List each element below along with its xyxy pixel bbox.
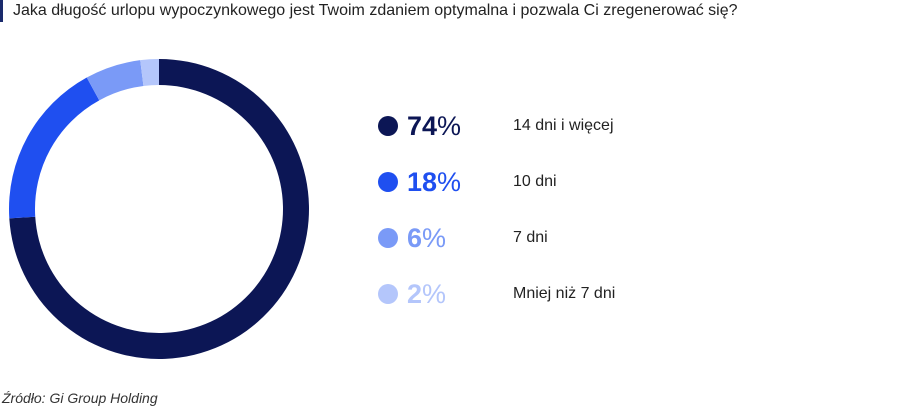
- legend-dot-icon: [378, 228, 398, 248]
- chart-legend: 74% 14 dni i więcej 18% 10 dni 6% 7 dni 2% Mnie…: [378, 98, 678, 322]
- legend-label: Mniej niż 7 dni: [513, 285, 616, 302]
- legend-percent-sign: %: [437, 166, 462, 197]
- legend-percentage: 2%: [407, 278, 513, 309]
- legend-value: 2: [407, 278, 423, 309]
- legend-percent-sign: %: [422, 222, 447, 253]
- legend-value: 6: [407, 222, 423, 253]
- legend-item-3: 6% 7 dni: [378, 210, 678, 266]
- legend-item-2: 18% 10 dni: [378, 154, 678, 210]
- legend-item-1: 74% 14 dni i więcej: [378, 98, 678, 154]
- chart-header: Jaka długość urlopu wypoczynkowego jest …: [0, 0, 738, 22]
- legend-label: 10 dni: [513, 173, 557, 190]
- legend-label: 7 dni: [513, 229, 548, 246]
- legend-dot-icon: [378, 172, 398, 192]
- donut-slice-4: [140, 59, 159, 86]
- legend-item-4: 2% Mniej niż 7 dni: [378, 266, 678, 322]
- legend-percentage: 6%: [407, 222, 513, 253]
- source-note: Źródło: Gi Group Holding: [2, 390, 158, 406]
- legend-percent-sign: %: [422, 278, 447, 309]
- legend-dot-icon: [378, 284, 398, 304]
- donut-slice-3: [86, 60, 144, 101]
- chart-title: Jaka długość urlopu wypoczynkowego jest …: [13, 2, 738, 19]
- title-accent-bar: [0, 0, 3, 22]
- legend-percentage: 74%: [407, 110, 513, 141]
- legend-value: 74: [407, 110, 438, 141]
- donut-slice-2: [8, 77, 100, 219]
- legend-percentage: 18%: [407, 166, 513, 197]
- legend-label: 14 dni i więcej: [513, 117, 614, 134]
- legend-value: 18: [407, 166, 438, 197]
- legend-dot-icon: [378, 116, 398, 136]
- donut-chart: [8, 59, 310, 359]
- legend-percent-sign: %: [437, 110, 462, 141]
